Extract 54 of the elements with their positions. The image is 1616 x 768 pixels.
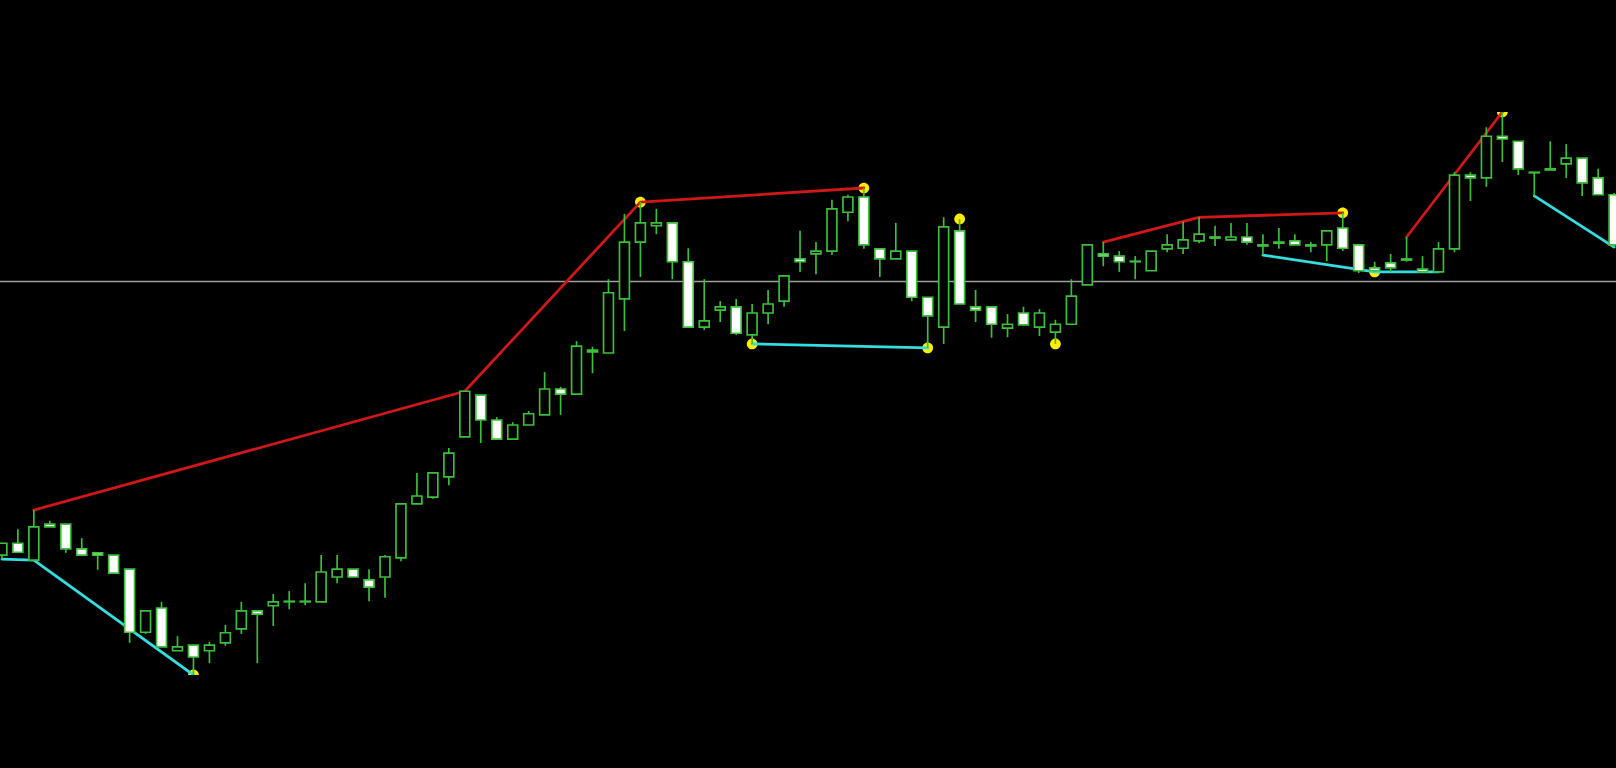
candlestick [1273,227,1285,250]
candlestick [251,609,264,665]
candlestick [1560,143,1572,179]
candlestick [650,208,663,236]
candlestick [283,590,296,610]
candlestick [91,551,104,571]
candlestick [1177,220,1189,255]
candlestick [1033,308,1046,337]
candlestick [1544,140,1557,171]
candlestick [1528,171,1541,197]
candlestick [714,300,726,323]
candlestick [1320,229,1333,263]
candlestick [1464,171,1477,202]
candlestick [969,289,982,323]
candlestick [1384,253,1397,273]
candlestick [299,582,311,607]
candlestick [1145,250,1157,272]
candlestick [794,229,806,273]
candlestick [1161,233,1173,254]
candlestick [267,593,280,627]
candlestick [1193,216,1205,245]
candlestick [443,447,455,487]
candlestick [554,385,567,416]
candlestick [1129,255,1142,281]
candlestick [874,247,886,278]
candlestick [331,554,343,585]
candlestick [235,600,248,635]
candlestick [411,472,423,505]
candlestick [1017,305,1030,326]
candlestick [12,528,24,554]
candlestick [1432,241,1445,273]
candlestick [1209,224,1221,247]
candlestick [810,241,822,275]
candlestick [107,554,120,574]
candlestick [139,609,152,635]
candlestick [1241,222,1253,246]
candlestick [586,345,599,375]
candlestick [1400,236,1413,263]
candlestick [203,640,216,665]
candlestick [842,193,854,223]
candlestick [985,305,998,339]
candlestick [1592,168,1604,196]
candlestick [1257,233,1269,256]
candlestick [1097,241,1110,268]
candlestick [490,416,503,440]
candlestick [762,289,774,326]
candlestick [890,222,902,260]
candlestick [1113,250,1126,273]
candlestick [363,568,375,603]
candlestick [698,278,711,331]
candlestick [219,624,232,647]
candlestick [379,554,391,599]
candlestick [1001,313,1014,339]
candlestick [1225,222,1237,241]
